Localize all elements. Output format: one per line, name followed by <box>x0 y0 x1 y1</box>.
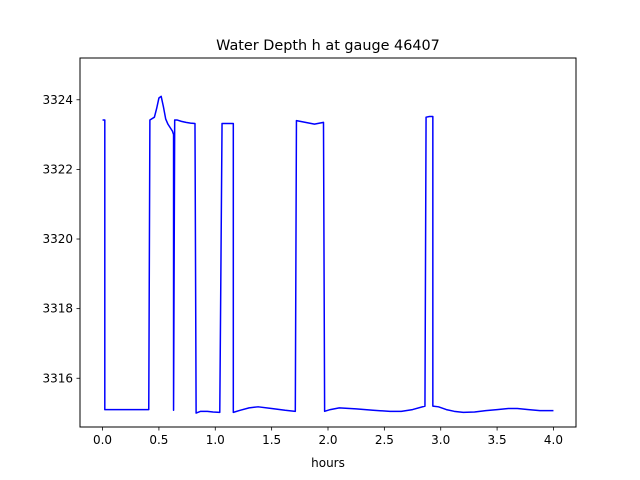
x-tick-label: 2.5 <box>375 433 394 447</box>
y-tick-label: 3322 <box>42 162 73 176</box>
plot-area <box>102 95 554 414</box>
x-tick-label: 4.0 <box>544 433 563 447</box>
x-tick-label: 3.5 <box>488 433 507 447</box>
x-axis: 0.0 0.5 1.0 1.5 2.0 2.5 3.0 3.5 4.0 <box>93 427 563 447</box>
x-tick-label: 1.0 <box>206 433 225 447</box>
y-tick-label: 3318 <box>42 302 73 316</box>
series-line-0 <box>102 95 554 414</box>
y-tick-label: 3320 <box>42 232 73 246</box>
x-tick-label: 2.0 <box>318 433 337 447</box>
axes-frame <box>79 57 577 428</box>
y-axis: 3316 3318 3320 3322 3324 <box>42 93 80 385</box>
x-axis-label: hours <box>311 456 345 470</box>
x-tick-label: 1.5 <box>262 433 281 447</box>
y-tick-label: 3324 <box>42 93 73 107</box>
x-tick-label: 3.0 <box>431 433 450 447</box>
x-tick-label: 0.5 <box>149 433 168 447</box>
x-tick-label: 0.0 <box>93 433 112 447</box>
y-tick-label: 3316 <box>42 371 73 385</box>
chart-title: Water Depth h at gauge 46407 <box>216 38 440 54</box>
